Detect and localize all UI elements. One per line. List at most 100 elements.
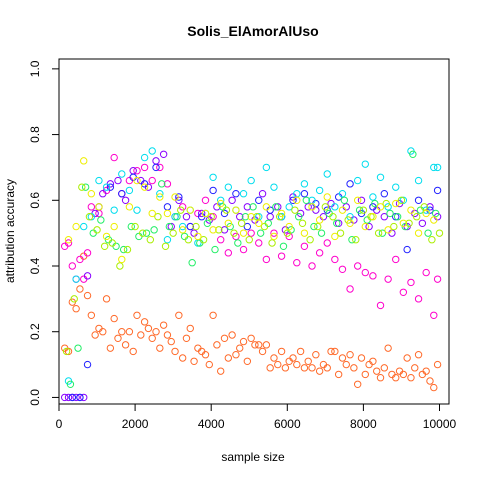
y-tick-label: 0.2 bbox=[28, 323, 42, 340]
data-point bbox=[191, 358, 197, 364]
data-point bbox=[153, 158, 159, 164]
data-point bbox=[88, 191, 94, 197]
data-point bbox=[408, 375, 414, 381]
data-point bbox=[77, 286, 83, 292]
data-point bbox=[229, 197, 235, 203]
data-point bbox=[256, 197, 262, 203]
data-point bbox=[318, 230, 324, 236]
data-point bbox=[309, 263, 315, 269]
data-point bbox=[282, 365, 288, 371]
data-point bbox=[301, 230, 307, 236]
data-point bbox=[301, 243, 307, 249]
data-point bbox=[259, 348, 265, 354]
data-point bbox=[341, 197, 347, 203]
data-point bbox=[238, 220, 244, 226]
data-point bbox=[122, 197, 128, 203]
y-tick-label: 0.4 bbox=[28, 257, 42, 274]
data-point bbox=[299, 220, 305, 226]
data-point bbox=[221, 335, 227, 341]
data-point bbox=[408, 279, 414, 285]
data-point bbox=[427, 378, 433, 384]
data-point bbox=[119, 329, 125, 335]
data-point bbox=[187, 325, 193, 331]
data-point bbox=[278, 348, 284, 354]
data-point bbox=[425, 230, 431, 236]
data-point bbox=[269, 240, 275, 246]
data-point bbox=[96, 177, 102, 183]
data-point bbox=[423, 269, 429, 275]
data-point bbox=[69, 263, 75, 269]
data-point bbox=[256, 342, 262, 348]
data-point bbox=[347, 286, 353, 292]
data-point bbox=[126, 204, 132, 210]
data-point bbox=[149, 335, 155, 341]
data-point bbox=[168, 338, 174, 344]
data-point bbox=[275, 361, 281, 367]
data-point bbox=[248, 230, 254, 236]
data-point bbox=[313, 352, 319, 358]
x-tick-label: 8000 bbox=[350, 417, 377, 431]
x-axis: 0 2000 4000 6000 8000 10000 bbox=[56, 404, 457, 431]
data-point bbox=[225, 250, 231, 256]
data-point bbox=[214, 342, 220, 348]
data-point bbox=[257, 230, 263, 236]
data-point bbox=[107, 345, 113, 351]
data-point bbox=[434, 164, 440, 170]
data-point bbox=[248, 177, 254, 183]
data-point bbox=[358, 355, 364, 361]
data-point bbox=[218, 368, 224, 374]
data-point bbox=[374, 368, 380, 374]
data-point bbox=[307, 237, 313, 243]
data-point bbox=[244, 358, 250, 364]
data-point bbox=[353, 237, 359, 243]
data-point bbox=[233, 191, 239, 197]
data-point bbox=[210, 187, 216, 193]
data-point bbox=[81, 223, 87, 229]
data-point bbox=[294, 361, 300, 367]
x-tick-label: 0 bbox=[56, 417, 63, 431]
data-point bbox=[335, 371, 341, 377]
data-point bbox=[267, 214, 273, 220]
data-point bbox=[130, 168, 136, 174]
chart-title: Solis_ElAmorAlUso bbox=[187, 23, 318, 39]
data-point bbox=[351, 365, 357, 371]
data-point bbox=[134, 207, 140, 213]
data-point bbox=[246, 237, 252, 243]
data-point bbox=[88, 312, 94, 318]
data-point bbox=[115, 177, 121, 183]
data-point bbox=[126, 329, 132, 335]
data-point bbox=[179, 355, 185, 361]
data-point bbox=[189, 260, 195, 266]
data-point bbox=[240, 230, 246, 236]
data-point bbox=[280, 243, 286, 249]
data-point bbox=[362, 223, 368, 229]
data-point bbox=[98, 217, 104, 223]
data-point bbox=[111, 223, 117, 229]
data-point bbox=[183, 335, 189, 341]
data-point bbox=[119, 171, 125, 177]
data-point bbox=[233, 352, 239, 358]
data-point bbox=[362, 371, 368, 377]
data-point bbox=[81, 158, 87, 164]
data-point bbox=[434, 276, 440, 282]
data-point bbox=[370, 194, 376, 200]
data-point bbox=[79, 184, 85, 190]
data-point bbox=[153, 329, 159, 335]
data-point bbox=[111, 154, 117, 160]
y-axis-title: attribution accuracy bbox=[3, 179, 17, 283]
data-point bbox=[77, 394, 83, 400]
data-point bbox=[212, 246, 218, 252]
data-point bbox=[75, 345, 81, 351]
data-point bbox=[210, 174, 216, 180]
data-point bbox=[218, 237, 224, 243]
data-point bbox=[315, 223, 321, 229]
data-point bbox=[393, 256, 399, 262]
data-point bbox=[157, 345, 163, 351]
data-point bbox=[206, 361, 212, 367]
data-point bbox=[419, 220, 425, 226]
data-point bbox=[347, 352, 353, 358]
data-point bbox=[92, 332, 98, 338]
data-point bbox=[202, 197, 208, 203]
y-tick-label: 0.0 bbox=[28, 389, 42, 406]
data-point bbox=[73, 306, 79, 312]
